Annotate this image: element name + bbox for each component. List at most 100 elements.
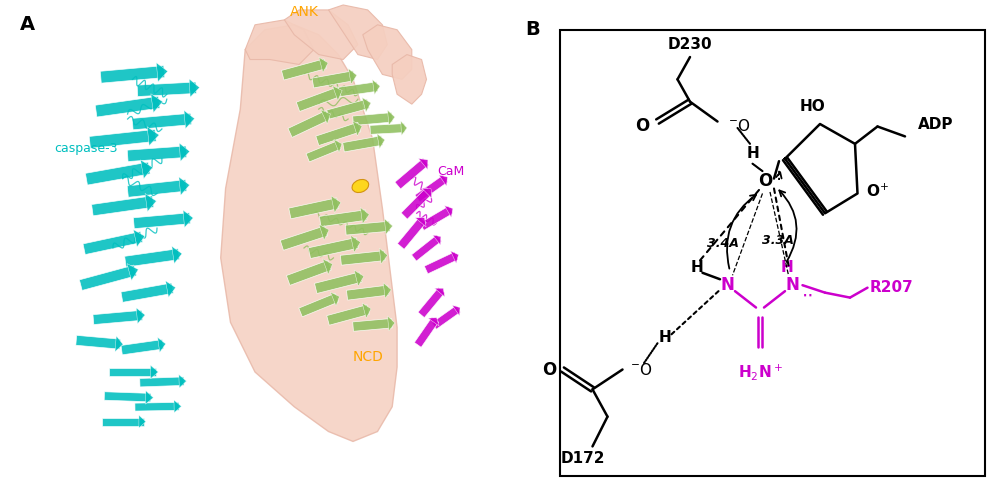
Polygon shape <box>395 158 429 189</box>
Ellipse shape <box>352 180 369 192</box>
Polygon shape <box>125 248 180 267</box>
FancyArrowPatch shape <box>727 195 756 269</box>
Polygon shape <box>104 392 151 402</box>
Polygon shape <box>319 210 367 227</box>
Text: O: O <box>758 172 772 190</box>
Polygon shape <box>353 318 393 331</box>
Polygon shape <box>345 221 390 235</box>
Polygon shape <box>353 121 362 136</box>
Polygon shape <box>92 196 154 216</box>
Polygon shape <box>388 316 395 331</box>
Polygon shape <box>280 226 328 250</box>
Polygon shape <box>435 288 445 297</box>
Polygon shape <box>424 252 458 274</box>
Text: B: B <box>525 20 540 39</box>
Text: NCD: NCD <box>352 350 383 364</box>
Polygon shape <box>327 305 369 325</box>
Polygon shape <box>392 55 426 104</box>
Polygon shape <box>221 25 397 441</box>
Polygon shape <box>189 79 200 97</box>
Polygon shape <box>127 180 187 197</box>
Text: H: H <box>691 260 704 275</box>
Polygon shape <box>340 250 385 265</box>
Polygon shape <box>151 365 158 379</box>
Polygon shape <box>401 187 432 219</box>
Text: 3.3A: 3.3A <box>762 234 793 247</box>
Polygon shape <box>136 308 145 324</box>
Polygon shape <box>422 188 432 198</box>
Polygon shape <box>319 57 328 72</box>
Polygon shape <box>102 418 144 426</box>
Polygon shape <box>379 248 388 264</box>
Polygon shape <box>414 317 439 347</box>
Text: N: N <box>721 276 734 294</box>
Polygon shape <box>179 374 186 388</box>
Polygon shape <box>140 377 184 387</box>
Text: H: H <box>781 260 794 275</box>
Polygon shape <box>172 247 182 263</box>
Polygon shape <box>121 283 173 302</box>
Polygon shape <box>362 303 371 318</box>
Text: R207: R207 <box>870 280 914 295</box>
Polygon shape <box>415 175 448 202</box>
Polygon shape <box>135 402 179 411</box>
Polygon shape <box>377 133 385 148</box>
Polygon shape <box>174 400 181 413</box>
Polygon shape <box>346 285 389 300</box>
Polygon shape <box>348 68 357 84</box>
Text: A: A <box>20 15 35 34</box>
Polygon shape <box>127 263 138 280</box>
Polygon shape <box>296 87 341 112</box>
Polygon shape <box>412 235 441 261</box>
Polygon shape <box>85 162 150 185</box>
Polygon shape <box>79 265 137 291</box>
Polygon shape <box>432 306 460 329</box>
Polygon shape <box>179 143 190 161</box>
FancyArrowPatch shape <box>779 190 797 262</box>
Polygon shape <box>306 141 341 162</box>
Text: H: H <box>746 146 759 161</box>
Polygon shape <box>76 335 121 349</box>
Polygon shape <box>132 113 192 130</box>
Polygon shape <box>452 306 460 316</box>
Text: H: H <box>659 330 671 345</box>
Bar <box>560 30 985 476</box>
Polygon shape <box>245 20 314 64</box>
Text: 3.4A: 3.4A <box>707 237 738 249</box>
Polygon shape <box>428 317 439 326</box>
FancyArrowPatch shape <box>776 173 782 179</box>
Polygon shape <box>308 238 358 258</box>
Polygon shape <box>158 337 166 352</box>
Polygon shape <box>139 415 146 428</box>
Polygon shape <box>89 129 156 148</box>
Text: N: N <box>786 276 799 294</box>
Text: $^{-}$O: $^{-}$O <box>728 119 750 134</box>
Polygon shape <box>121 340 164 355</box>
Polygon shape <box>319 224 329 240</box>
Polygon shape <box>388 110 395 125</box>
Polygon shape <box>397 217 426 249</box>
Polygon shape <box>100 65 165 83</box>
Polygon shape <box>115 336 123 352</box>
Text: CaM: CaM <box>437 165 465 178</box>
Text: O$^{+}$: O$^{+}$ <box>866 183 889 199</box>
Polygon shape <box>415 218 426 227</box>
Text: H$_2$N$^+$: H$_2$N$^+$ <box>738 362 782 382</box>
Polygon shape <box>354 270 364 286</box>
Text: ANK: ANK <box>290 5 318 19</box>
Text: O: O <box>635 118 650 135</box>
Polygon shape <box>323 259 333 275</box>
Polygon shape <box>281 59 327 80</box>
Polygon shape <box>145 391 153 404</box>
Polygon shape <box>93 310 143 324</box>
Polygon shape <box>419 159 428 170</box>
Polygon shape <box>316 123 361 145</box>
Polygon shape <box>179 177 190 195</box>
Polygon shape <box>288 111 330 137</box>
Polygon shape <box>109 368 156 376</box>
Polygon shape <box>370 124 405 134</box>
Polygon shape <box>147 126 159 146</box>
Polygon shape <box>362 98 371 112</box>
Polygon shape <box>420 206 453 230</box>
Polygon shape <box>184 111 195 128</box>
